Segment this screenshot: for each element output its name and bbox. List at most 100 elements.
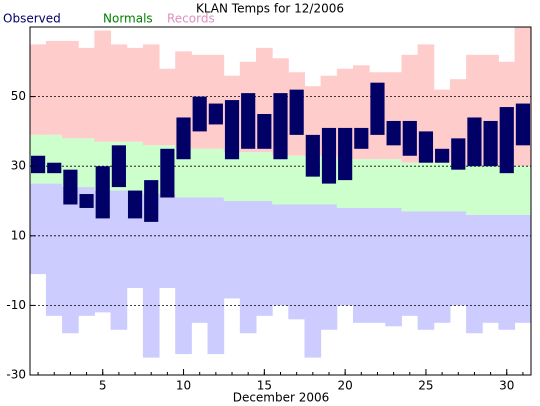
record-high-bar: [433, 89, 451, 163]
observed-bar: [435, 148, 450, 163]
record-low-bar: [223, 201, 241, 299]
record-low-bar: [62, 187, 79, 334]
record-low-bar: [45, 183, 63, 316]
normal-range-bar: [417, 162, 435, 212]
normal-range-bar: [449, 162, 467, 212]
observed-bar: [31, 155, 46, 174]
observed-bar: [176, 117, 191, 160]
record-high-bar: [78, 47, 95, 139]
record-high-bar: [385, 72, 402, 160]
record-high-bar: [62, 40, 79, 139]
record-low-bar: [466, 214, 483, 334]
x-tick-label: 20: [338, 379, 353, 393]
record-low-bar: [272, 204, 289, 306]
record-low-bar: [369, 207, 386, 323]
record-low-bar: [159, 194, 176, 288]
normal-range-bar: [223, 152, 241, 201]
x-tick-label: 30: [499, 379, 514, 393]
observed-bar: [224, 100, 240, 160]
record-high-bar: [110, 44, 128, 142]
record-low-bar: [78, 187, 95, 316]
normal-range-bar: [272, 155, 289, 205]
observed-bar: [418, 131, 434, 163]
record-low-bar: [401, 211, 419, 316]
record-low-bar: [29, 183, 47, 275]
y-tick-label: 10: [11, 228, 26, 242]
observed-bar: [47, 162, 62, 174]
record-low-bar: [142, 194, 160, 358]
y-tick-label: -30: [6, 368, 26, 382]
observed-bar: [386, 120, 401, 146]
observed-bar: [79, 194, 94, 208]
x-tick-label: 5: [99, 379, 107, 393]
observed-bar: [127, 190, 143, 219]
observed-bar: [499, 107, 514, 174]
x-tick-label: 10: [176, 379, 191, 393]
observed-bar: [451, 138, 466, 170]
record-low-bar: [385, 207, 402, 327]
record-low-bar: [498, 214, 516, 330]
record-low-bar: [94, 190, 112, 313]
record-high-bar: [159, 68, 176, 146]
record-low-bar: [336, 207, 354, 306]
x-tick-label: 15: [257, 379, 272, 393]
observed-bar: [483, 120, 498, 167]
y-tick-label: 30: [11, 159, 26, 173]
normal-range-bar: [482, 166, 499, 215]
observed-bar: [402, 120, 417, 156]
observed-bar: [370, 82, 385, 135]
normal-range-bar: [175, 148, 192, 198]
observed-bar: [321, 127, 337, 184]
observed-bar: [467, 117, 482, 167]
normal-range-bar: [514, 166, 532, 215]
chart-title: KLAN Temps for 12/2006: [196, 2, 344, 16]
record-high-bar: [29, 44, 47, 135]
observed-bar: [289, 89, 304, 135]
observed-bar: [111, 145, 126, 188]
record-low-bar: [288, 204, 305, 320]
legend-entry: Observed: [3, 12, 61, 26]
normal-range-bar: [385, 159, 402, 208]
record-high-bar: [142, 44, 160, 146]
record-low-bar: [110, 190, 128, 330]
record-low-bar: [433, 211, 451, 323]
x-tick-label: 25: [418, 379, 433, 393]
normal-range-bar: [256, 152, 273, 201]
normal-range-bar: [352, 159, 370, 208]
record-low-bar: [352, 207, 370, 323]
y-tick-label: -10: [6, 298, 26, 312]
observed-bar: [144, 180, 159, 222]
observed-bar: [354, 127, 369, 149]
normal-range-bar: [369, 159, 386, 208]
record-high-bar: [126, 47, 144, 142]
record-high-bar: [94, 30, 112, 142]
observed-bar: [515, 103, 530, 146]
y-tick-label: 50: [11, 89, 26, 103]
record-low-bar: [207, 197, 225, 355]
record-low-bar: [239, 201, 257, 334]
record-low-bar: [256, 201, 273, 316]
normal-range-bar: [191, 148, 209, 198]
normal-range-bar: [207, 148, 225, 198]
record-low-bar: [417, 211, 435, 330]
record-low-bar: [514, 214, 532, 323]
normal-range-bar: [78, 138, 95, 188]
observed-bar: [63, 169, 78, 205]
record-low-bar: [482, 214, 499, 323]
observed-bar: [305, 134, 320, 177]
record-high-bar: [45, 40, 63, 135]
observed-bar: [192, 96, 207, 132]
record-low-bar: [449, 211, 467, 306]
observed-bar: [208, 103, 223, 125]
observed-bar: [338, 127, 353, 181]
record-high-bar: [207, 54, 225, 149]
normal-range-bar: [239, 152, 257, 201]
observed-bar: [160, 148, 175, 198]
normal-range-bar: [401, 162, 419, 212]
observed-bar: [95, 166, 110, 219]
record-low-bar: [175, 197, 192, 355]
legend-entry: Normals: [103, 12, 153, 26]
x-axis-label: December 2006: [233, 391, 330, 405]
